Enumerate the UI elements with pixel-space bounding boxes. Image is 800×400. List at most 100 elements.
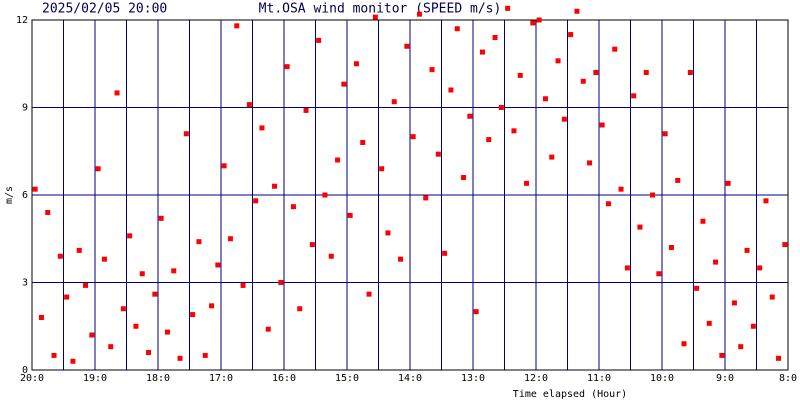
point — [234, 23, 240, 29]
point — [133, 323, 139, 329]
x-tick-label: 15:0 — [335, 373, 359, 384]
point — [675, 177, 681, 183]
point — [511, 128, 517, 134]
point — [297, 306, 303, 312]
point — [70, 358, 76, 364]
x-tick-label: 20:0 — [20, 373, 44, 384]
point — [108, 344, 114, 350]
x-axis-label: Time elapsed (Hour) — [513, 389, 627, 400]
point — [668, 245, 674, 250]
point — [568, 32, 574, 38]
point — [64, 294, 70, 300]
point — [587, 160, 593, 166]
point — [637, 224, 643, 230]
x-tick-label: 13:0 — [461, 373, 485, 384]
point — [530, 20, 536, 26]
point — [542, 96, 548, 102]
point — [416, 11, 422, 17]
point — [101, 256, 107, 262]
x-tick-label: 16:0 — [272, 373, 296, 384]
point — [561, 116, 567, 122]
point — [272, 183, 278, 189]
point — [700, 218, 706, 224]
point — [183, 131, 189, 137]
point — [782, 242, 788, 248]
point — [139, 271, 145, 277]
point — [423, 195, 429, 201]
point — [776, 355, 782, 361]
point — [687, 70, 693, 75]
point — [353, 61, 359, 67]
point — [379, 166, 385, 172]
point — [240, 282, 246, 288]
chart-title: Mt.OSA wind monitor (SPEED m/s) — [259, 2, 502, 17]
point — [290, 204, 296, 210]
point — [549, 154, 555, 160]
point — [612, 46, 618, 52]
point — [763, 198, 769, 204]
point — [278, 280, 284, 285]
point — [303, 107, 309, 113]
point — [750, 323, 756, 329]
point — [650, 192, 656, 198]
point — [429, 67, 435, 73]
point — [316, 37, 322, 43]
point — [725, 180, 731, 186]
x-tick-label: 12:0 — [524, 373, 548, 384]
x-tick-label: 10:0 — [650, 373, 674, 384]
point — [322, 192, 328, 198]
point — [448, 87, 454, 93]
x-tick-label: 11:0 — [587, 373, 611, 384]
point — [215, 262, 221, 268]
y-tick-label: 12 — [16, 15, 28, 26]
point — [391, 99, 397, 105]
point — [32, 186, 38, 192]
point — [190, 312, 196, 318]
point — [599, 122, 605, 128]
point — [171, 268, 177, 274]
y-tick-label: 3 — [22, 278, 28, 289]
point — [524, 180, 530, 186]
point — [574, 8, 580, 14]
point — [486, 137, 492, 143]
point — [209, 303, 215, 309]
point — [461, 175, 467, 180]
point — [366, 291, 372, 297]
point — [479, 49, 485, 55]
point — [757, 265, 763, 271]
point — [555, 58, 561, 64]
point — [227, 236, 233, 242]
point — [253, 198, 259, 204]
point — [536, 17, 542, 23]
point — [731, 300, 737, 306]
point — [120, 306, 126, 312]
point — [505, 5, 511, 11]
x-tick-label: 8:0 — [779, 373, 797, 384]
point — [341, 81, 347, 87]
point — [410, 134, 416, 140]
point — [95, 166, 101, 172]
x-tick-label: 14:0 — [398, 373, 422, 384]
point — [473, 309, 479, 315]
point — [51, 352, 57, 358]
point — [492, 35, 498, 40]
point — [681, 341, 687, 347]
point — [498, 105, 504, 110]
point — [246, 102, 252, 108]
point — [114, 90, 120, 96]
plot-border — [31, 19, 789, 371]
point — [580, 78, 586, 84]
point — [164, 329, 170, 335]
point — [360, 140, 366, 145]
point — [45, 210, 51, 215]
x-tick-label: 9:0 — [716, 373, 734, 384]
point — [593, 70, 599, 75]
point — [738, 344, 744, 350]
point — [127, 233, 133, 239]
y-tick-label: 0 — [22, 365, 28, 376]
point — [706, 320, 712, 326]
point — [631, 93, 637, 99]
point — [152, 291, 158, 297]
point — [57, 253, 63, 259]
